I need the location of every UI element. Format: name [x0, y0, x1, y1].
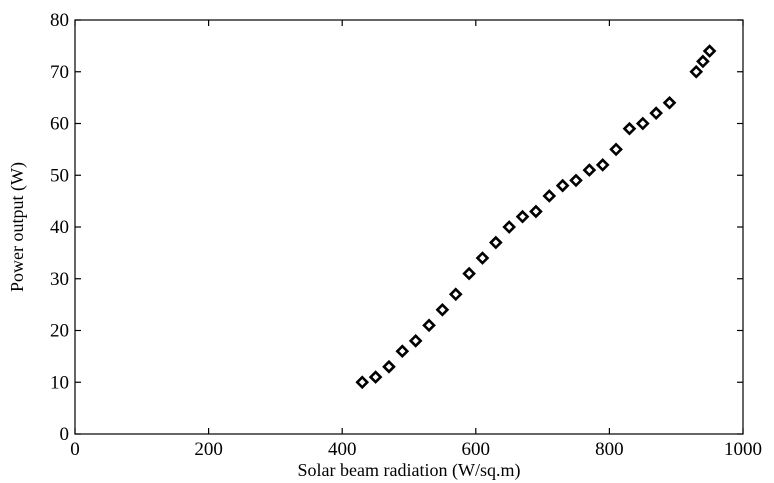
data-point	[555, 178, 570, 193]
data-point	[422, 318, 436, 333]
y-axis-title: Power output (W)	[7, 162, 28, 292]
y-tick-labels: 0 10 20 30 40 50 60 70 80	[50, 10, 69, 445]
data-point	[475, 251, 490, 265]
y-tick-label: 80	[50, 10, 69, 31]
y-tick-label: 40	[50, 217, 69, 238]
x-axis-title: Solar beam radiation (W/sq.m)	[298, 460, 521, 481]
x-tick-label: 400	[328, 439, 357, 460]
axis-ticks	[74, 19, 744, 435]
data-point	[448, 287, 463, 302]
y-tick-label: 30	[50, 269, 69, 290]
data-points	[355, 44, 717, 390]
plot-area-frame	[74, 19, 744, 435]
y-tick-label: 60	[50, 114, 69, 135]
x-tick-label: 1000	[724, 439, 762, 460]
y-tick-label: 50	[50, 165, 69, 186]
y-tick-label: 20	[50, 321, 69, 342]
data-point	[395, 344, 410, 359]
x-tick-label: 800	[595, 439, 624, 460]
data-point	[569, 173, 583, 188]
x-tick-labels: 0 200 400 600 800 1000	[70, 439, 762, 460]
data-point	[649, 106, 663, 120]
data-point	[595, 158, 610, 172]
x-tick-label: 200	[194, 439, 223, 460]
data-point	[582, 163, 597, 177]
data-point	[489, 235, 503, 250]
data-point	[435, 302, 450, 317]
data-point	[635, 116, 650, 131]
x-tick-label: 0	[70, 439, 80, 460]
data-point	[529, 204, 543, 219]
data-point	[662, 95, 677, 110]
data-point	[696, 54, 710, 69]
y-tick-label: 70	[50, 62, 69, 83]
data-point	[542, 189, 557, 203]
x-tick-label: 600	[462, 439, 491, 460]
data-point	[622, 121, 637, 136]
data-point	[502, 220, 517, 234]
data-point	[382, 359, 396, 374]
data-point	[702, 44, 717, 58]
data-point	[408, 334, 423, 348]
data-point	[462, 266, 476, 281]
data-point	[609, 142, 623, 157]
data-point	[689, 64, 704, 79]
data-point	[355, 375, 370, 390]
data-point	[368, 370, 383, 384]
y-tick-label: 10	[50, 372, 69, 393]
data-point	[515, 209, 530, 224]
y-tick-label: 0	[60, 424, 70, 445]
